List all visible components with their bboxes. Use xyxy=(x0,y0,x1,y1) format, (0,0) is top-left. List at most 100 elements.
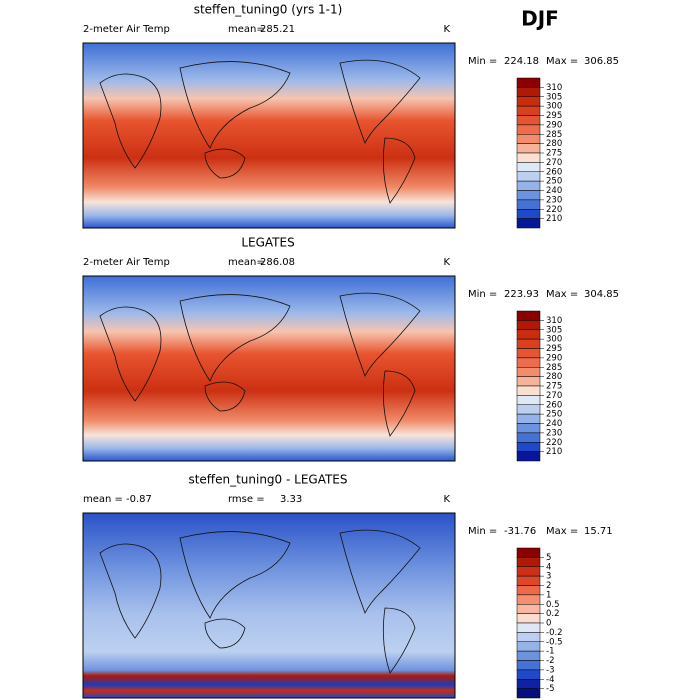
mean-label: mean= xyxy=(228,257,265,268)
coastline xyxy=(204,381,246,412)
colorbar-label: 210 xyxy=(546,447,562,457)
colorbar-box xyxy=(516,669,541,680)
colorbar-label: 2 xyxy=(546,581,551,591)
colorbar-label: -5 xyxy=(546,684,554,694)
colorbar-box xyxy=(516,585,541,596)
colorbar-label: 270 xyxy=(546,391,562,401)
coastline xyxy=(382,607,416,674)
colorbar-box xyxy=(516,557,541,567)
coastline xyxy=(99,73,162,169)
colorbar-box xyxy=(516,152,541,163)
min-label: Min = xyxy=(468,526,497,537)
colorbar-box xyxy=(516,180,541,191)
colorbar-box xyxy=(516,218,541,229)
colorbar-box xyxy=(516,310,541,321)
colorbar-label: 280 xyxy=(546,372,562,382)
colorbar-label: 280 xyxy=(546,139,562,149)
colorbar-box xyxy=(516,395,541,405)
coastline xyxy=(179,531,291,619)
colorbar-box xyxy=(516,575,541,586)
colorbar-box xyxy=(516,376,541,387)
max-value: 304.85 xyxy=(584,289,619,300)
colorbar-label: -4 xyxy=(546,675,554,685)
panel: steffen_tuning0 - LEGATES mean = -0.87 rmse… xyxy=(82,473,613,699)
colorbar-label: 270 xyxy=(546,158,562,168)
rmse-label: rmse = xyxy=(228,494,265,505)
coastline xyxy=(382,137,416,204)
colorbar-label: 0 xyxy=(546,619,551,629)
colorbar-label: 305 xyxy=(546,325,562,335)
coastline xyxy=(339,59,421,144)
colorbar-box xyxy=(516,413,541,424)
colorbar-label: -3 xyxy=(546,665,554,675)
colorbar-box xyxy=(516,171,541,182)
panel: LEGATES 2-meter Air Temp mean=286.08 K Min =… xyxy=(82,236,619,462)
colorbar-box xyxy=(516,404,541,415)
colorbar-box xyxy=(516,442,541,452)
units: K xyxy=(443,257,450,268)
colorbar-label: 310 xyxy=(546,316,562,326)
colorbar-box xyxy=(516,209,541,219)
colorbar-box xyxy=(516,650,541,661)
mean-value: 285.21 xyxy=(260,24,295,35)
panel: steffen_tuning0 (yrs 1-1) 2-meter Air Tem… xyxy=(82,3,619,229)
min-label: Min = xyxy=(468,56,497,67)
colorbar-box xyxy=(516,622,541,633)
colorbar-label: 230 xyxy=(546,195,562,205)
colorbar-box xyxy=(516,367,541,377)
colorbar-box xyxy=(516,320,541,330)
colorbar-label: 260 xyxy=(546,400,562,410)
units: K xyxy=(443,494,450,505)
colorbar-label: 300 xyxy=(546,335,562,345)
coastline xyxy=(99,306,162,402)
colorbar-box xyxy=(516,604,541,614)
colorbar-label: 310 xyxy=(546,83,562,93)
colorbar-label: 275 xyxy=(546,382,562,392)
variable-label: 2-meter Air Temp xyxy=(83,257,170,268)
colorbar-label: 300 xyxy=(546,102,562,112)
colorbar-label: 285 xyxy=(546,130,562,140)
colorbar-label: 1 xyxy=(546,590,551,600)
colorbar-box xyxy=(516,594,541,605)
colorbar-box xyxy=(516,566,541,577)
colorbar-label: -1 xyxy=(546,647,554,657)
mean-label: mean = xyxy=(83,494,123,505)
min-label: Min = xyxy=(468,289,497,300)
coastline xyxy=(339,292,421,377)
max-label: Max = xyxy=(546,526,578,537)
colorbar-box xyxy=(516,329,541,340)
colorbar-label: 290 xyxy=(546,353,562,363)
colorbar-label: 240 xyxy=(546,186,562,196)
map xyxy=(82,42,456,229)
coastline xyxy=(339,529,421,614)
colorbar-label: -0.2 xyxy=(546,628,563,638)
panel-title: LEGATES xyxy=(241,236,294,250)
min-value: -31.76 xyxy=(504,526,536,537)
colorbar-label: -0.5 xyxy=(546,637,563,647)
colorbar-box xyxy=(516,348,541,359)
map xyxy=(82,512,456,699)
mean-value: -0.87 xyxy=(126,494,152,505)
colorbar-label: -2 xyxy=(546,656,554,666)
max-value: 306.85 xyxy=(584,56,619,67)
colorbar-label: 230 xyxy=(546,428,562,438)
colorbar-box xyxy=(516,115,541,126)
panel-title: steffen_tuning0 (yrs 1-1) xyxy=(194,3,343,17)
colorbar-box xyxy=(516,688,541,699)
colorbar-label: 0.2 xyxy=(546,609,560,619)
colorbar-label: 240 xyxy=(546,419,562,429)
colorbar-label: 295 xyxy=(546,111,562,121)
colorbar-box xyxy=(516,87,541,97)
colorbar-label: 290 xyxy=(546,120,562,130)
mean-value: 286.08 xyxy=(260,257,295,268)
season: DJF xyxy=(521,7,559,31)
colorbar-box xyxy=(516,162,541,172)
coastline xyxy=(382,370,416,437)
colorbar-label: 285 xyxy=(546,363,562,373)
coastline xyxy=(179,294,291,382)
colorbar-label: 4 xyxy=(546,562,551,572)
colorbar-box xyxy=(516,77,541,88)
colorbar-label: 305 xyxy=(546,92,562,102)
colorbar-box xyxy=(516,105,541,116)
